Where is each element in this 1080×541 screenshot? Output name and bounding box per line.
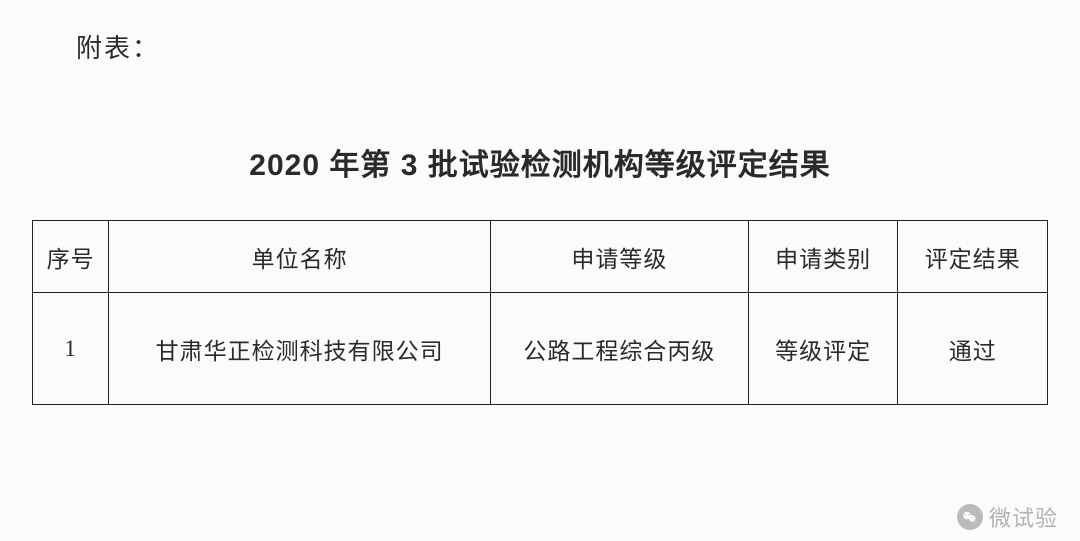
- table-header-row: 序号 单位名称 申请等级 申请类别 评定结果: [33, 221, 1048, 293]
- cell-seq: 1: [33, 293, 109, 405]
- col-header-name: 单位名称: [109, 221, 491, 293]
- col-header-result: 评定结果: [898, 221, 1048, 293]
- cell-level: 公路工程综合丙级: [490, 293, 748, 405]
- col-header-seq: 序号: [33, 221, 109, 293]
- results-table: 序号 单位名称 申请等级 申请类别 评定结果 1 甘肃华正检测科技有限公司 公路…: [32, 220, 1048, 405]
- cell-result: 通过: [898, 293, 1048, 405]
- col-header-category: 申请类别: [748, 221, 898, 293]
- results-table-container: 序号 单位名称 申请等级 申请类别 评定结果 1 甘肃华正检测科技有限公司 公路…: [32, 220, 1048, 405]
- watermark-text: 微试验: [989, 501, 1058, 533]
- cell-name: 甘肃华正检测科技有限公司: [109, 293, 491, 405]
- watermark: 微试验: [957, 501, 1058, 533]
- wechat-icon: [957, 504, 983, 530]
- cell-category: 等级评定: [748, 293, 898, 405]
- col-header-level: 申请等级: [490, 221, 748, 293]
- document-title: 2020 年第 3 批试验检测机构等级评定结果: [0, 140, 1080, 184]
- attachment-label: 附表：: [76, 28, 160, 65]
- table-row: 1 甘肃华正检测科技有限公司 公路工程综合丙级 等级评定 通过: [33, 293, 1048, 405]
